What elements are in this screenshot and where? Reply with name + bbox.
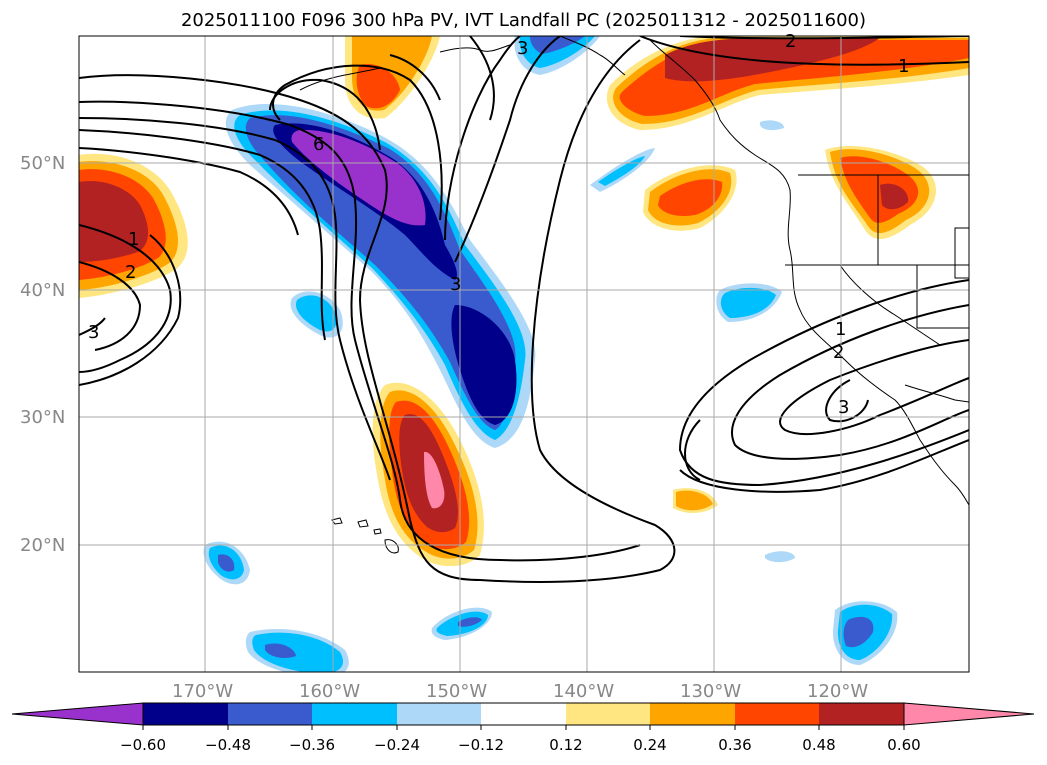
lon-label-130w: 130°W [680, 681, 741, 702]
lon-label-120w: 120°W [807, 681, 868, 702]
positive-anomaly-fill [79, 36, 969, 567]
pv-contours [79, 36, 969, 583]
lon-label-140w: 140°W [553, 681, 614, 702]
colorbar-extend-left [11, 702, 144, 726]
colorbar-segment [228, 703, 312, 725]
lat-label-40n: 40°N [20, 280, 65, 301]
map-frame [78, 35, 970, 673]
lon-label-150w: 150°W [426, 681, 487, 702]
contour-label-2-west: 2 [125, 262, 136, 283]
contour-label-3-west: 3 [88, 322, 99, 343]
lat-label-30n: 30°N [20, 407, 65, 428]
contour-label-1-west: 1 [128, 229, 139, 250]
contour-label-3-east: 3 [838, 397, 849, 418]
lat-label-20n: 20°N [20, 535, 65, 556]
colorbar-segment [735, 703, 819, 725]
lon-label-170w: 170°W [172, 681, 233, 702]
colorbar-tick: 0.60 [887, 736, 920, 754]
latitude-labels: 50°N 40°N 30°N 20°N [20, 153, 65, 556]
contour-label-1-north: 1 [898, 56, 909, 77]
contour-label-6: 6 [313, 134, 324, 155]
colorbar-tick: −0.24 [374, 736, 420, 754]
contour-label-2-east: 2 [833, 342, 844, 363]
gridlines [79, 36, 969, 672]
colorbar-tick: −0.36 [289, 736, 335, 754]
coastlines [299, 36, 969, 554]
colorbar-tick: −0.60 [120, 736, 166, 754]
colorbar-tick: 0.12 [549, 736, 582, 754]
contour-labels: 1 2 3 6 3 3 2 1 1 2 3 [88, 31, 909, 418]
colorbar-segment [481, 703, 566, 725]
contour-label-2-north: 2 [785, 31, 796, 52]
colorbar-segment [819, 703, 904, 725]
lon-label-160w: 160°W [299, 681, 360, 702]
contour-label-3-north: 3 [517, 38, 528, 59]
contour-label-1-east: 1 [835, 319, 846, 340]
colorbar-tick: 0.48 [802, 736, 835, 754]
colorbar-segment [566, 703, 650, 725]
colorbar-tick: −0.12 [458, 736, 504, 754]
colorbar: −0.60 −0.48 −0.36 −0.24 −0.12 0.12 0.24 … [11, 702, 1035, 754]
contour-label-3-center: 3 [450, 274, 461, 295]
colorbar-segment [650, 703, 735, 725]
colorbar-tick: 0.36 [718, 736, 751, 754]
colorbar-segment [143, 703, 228, 725]
colorbar-extend-right [903, 702, 1035, 726]
longitude-labels: 170°W 160°W 150°W 140°W 130°W 120°W [172, 681, 868, 702]
lat-label-50n: 50°N [20, 153, 65, 174]
colorbar-segment [312, 703, 397, 725]
colorbar-tick: 0.24 [633, 736, 666, 754]
colorbar-segment [397, 703, 481, 725]
map-title: 2025011100 F096 300 hPa PV, IVT Landfall… [180, 10, 867, 31]
colorbar-tick: −0.48 [205, 736, 251, 754]
